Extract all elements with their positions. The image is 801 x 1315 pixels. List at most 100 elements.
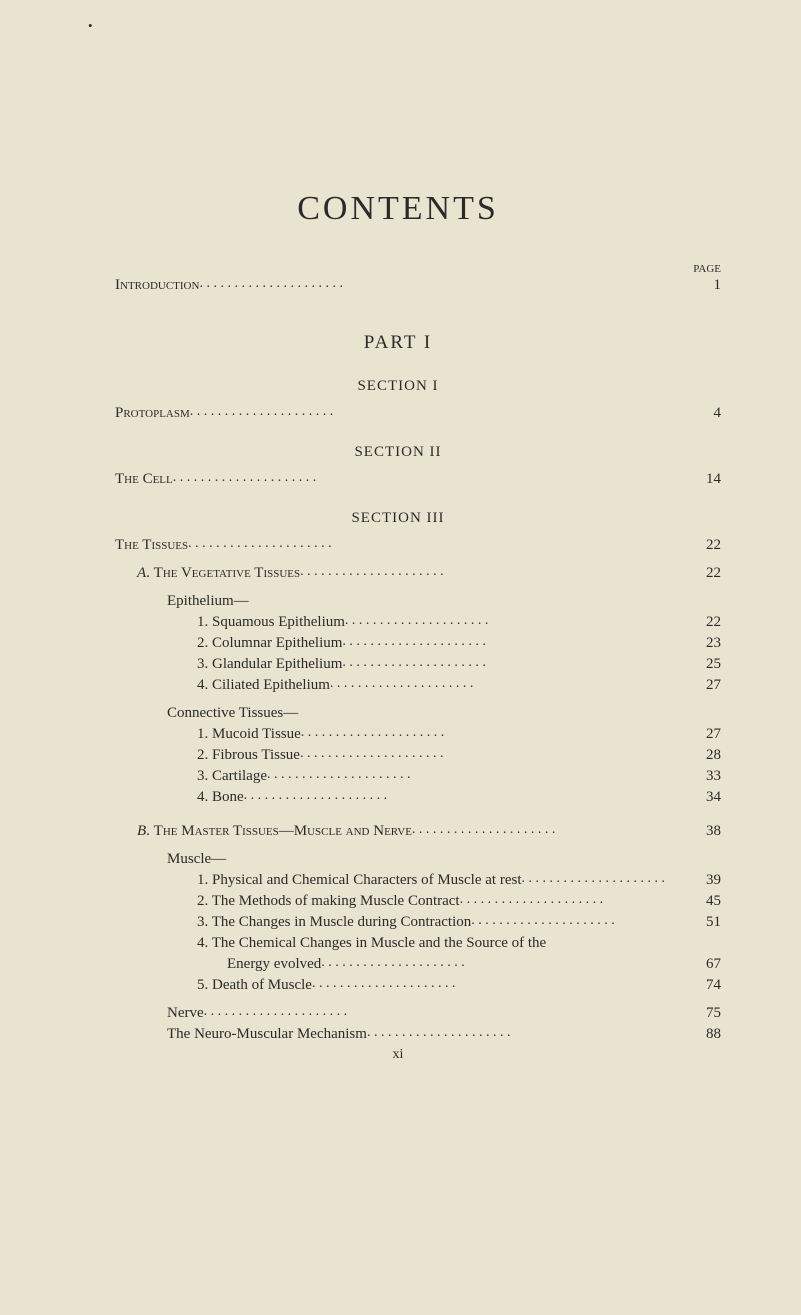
toc-page-death: 74	[679, 977, 721, 994]
toc-page-vegA: 22	[679, 565, 721, 582]
toc-row-muscle: Muscle—	[115, 851, 721, 868]
dots-icon	[301, 728, 679, 743]
part-heading: PART I	[75, 332, 721, 354]
toc-page-neuro: 88	[679, 1026, 721, 1043]
toc-row-cell: The Cell 14	[115, 471, 721, 488]
toc-page-squamous: 22	[679, 614, 721, 631]
toc-row-squamous: 1. Squamous Epithelium 22	[115, 614, 721, 631]
toc-page-nerve: 75	[679, 1005, 721, 1022]
toc-label-cartilage: 3. Cartilage	[197, 768, 267, 785]
toc-page-protoplasm: 4	[679, 405, 721, 422]
toc-label-muscle: Muscle—	[167, 851, 226, 868]
toc-label-glandular: 3. Glandular Epithelium	[197, 656, 342, 673]
dots-icon	[300, 749, 679, 764]
dots-icon	[367, 1028, 679, 1043]
page-label-row: PAGE	[115, 263, 721, 275]
toc-label-columnar: 2. Columnar Epithelium	[197, 635, 342, 652]
dots-icon	[204, 1007, 679, 1022]
dots-icon	[342, 658, 679, 673]
toc-row-columnar: 2. Columnar Epithelium 23	[115, 635, 721, 652]
toc-row-nerve: Nerve 75	[115, 1005, 721, 1022]
toc-row-mucoid: 1. Mucoid Tissue 27	[115, 726, 721, 743]
toc-sublabel-vegA: The Vegetative Tissues	[154, 565, 300, 581]
toc-row-protoplasm: Protoplasm 4	[115, 405, 721, 422]
toc-row-ciliated: 4. Ciliated Epithelium 27	[115, 677, 721, 694]
toc-label-connective: Connective Tissues—	[167, 705, 298, 722]
toc-row-phys: 1. Physical and Chemical Characters of M…	[115, 872, 721, 889]
toc-page-glandular: 25	[679, 656, 721, 673]
toc-page-columnar: 23	[679, 635, 721, 652]
dots-icon	[330, 679, 679, 694]
toc-label-protoplasm: Protoplasm	[115, 405, 190, 422]
toc-page-methods: 45	[679, 893, 721, 910]
page-title: CONTENTS	[75, 190, 721, 228]
toc-page-cartilage: 33	[679, 768, 721, 785]
dots-icon	[342, 637, 679, 652]
dots-icon	[199, 279, 679, 294]
toc-label-methods: 2. The Methods of making Muscle Contract	[197, 893, 460, 910]
toc-row-neuro: The Neuro-Muscular Mechanism 88	[115, 1026, 721, 1043]
dots-icon	[188, 539, 679, 554]
toc-label-changes: 3. The Changes in Muscle during Contract…	[197, 914, 471, 931]
section-1-heading: SECTION I	[75, 378, 721, 395]
dots-icon	[321, 958, 679, 973]
page-column-label: PAGE	[693, 263, 721, 275]
toc-row-intro: Introduction 1	[115, 277, 721, 294]
page-container: CONTENTS PAGE Introduction 1 PART I SECT…	[0, 0, 801, 1103]
toc-label-tissues: The Tissues	[115, 537, 188, 554]
toc-row-connective: Connective Tissues—	[115, 705, 721, 722]
toc-row-changes: 3. The Changes in Muscle during Contract…	[115, 914, 721, 931]
toc-row-methods: 2. The Methods of making Muscle Contract…	[115, 893, 721, 910]
toc-page-tissues: 22	[679, 537, 721, 554]
toc-sublabel-masterB: The Master Tissues—Muscle and Nerve	[154, 823, 412, 839]
toc-label-death: 5. Death of Muscle	[197, 977, 312, 994]
dots-icon	[345, 616, 679, 631]
toc-label-bone: 4. Bone	[197, 789, 244, 806]
dots-icon	[300, 567, 679, 582]
toc-row-fibrous: 2. Fibrous Tissue 28	[115, 747, 721, 764]
top-mark: •	[88, 18, 93, 34]
section-3-heading: SECTION III	[75, 510, 721, 527]
toc-row-epithelium: Epithelium—	[115, 593, 721, 610]
toc-label-squamous: 1. Squamous Epithelium	[197, 614, 345, 631]
toc-label-ciliated: 4. Ciliated Epithelium	[197, 677, 330, 694]
toc-label-nerve: Nerve	[167, 1005, 204, 1022]
toc-label-phys: 1. Physical and Chemical Characters of M…	[197, 872, 522, 889]
toc-label-masterB: B. The Master Tissues—Muscle and Nerve	[137, 823, 412, 840]
toc-row-energy: Energy evolved 67	[115, 956, 721, 973]
toc-page-fibrous: 28	[679, 747, 721, 764]
toc-page-energy: 67	[679, 956, 721, 973]
toc-row-vegA: A. The Vegetative Tissues 22	[115, 565, 721, 582]
toc-row-tissues: The Tissues 22	[115, 537, 721, 554]
dots-icon	[412, 825, 679, 840]
toc-label-mucoid: 1. Mucoid Tissue	[197, 726, 301, 743]
toc-label-energy: Energy evolved	[227, 956, 321, 973]
toc-label-chem4: 4. The Chemical Changes in Muscle and th…	[197, 935, 546, 952]
toc-page-mucoid: 27	[679, 726, 721, 743]
toc-row-cartilage: 3. Cartilage 33	[115, 768, 721, 785]
toc-row-bone: 4. Bone 34	[115, 789, 721, 806]
toc-row-masterB: B. The Master Tissues—Muscle and Nerve 3…	[115, 823, 721, 840]
dots-icon	[190, 407, 679, 422]
section-2-heading: SECTION II	[75, 444, 721, 461]
dots-icon	[267, 770, 679, 785]
toc-label-cell: The Cell	[115, 471, 173, 488]
toc-page-phys: 39	[679, 872, 721, 889]
dots-icon	[312, 979, 679, 994]
toc-label-intro: Introduction	[115, 277, 199, 294]
dots-icon	[244, 791, 679, 806]
toc-row-chem4: 4. The Chemical Changes in Muscle and th…	[115, 935, 721, 952]
dots-icon	[173, 473, 679, 488]
footer-page-number: xi	[75, 1047, 721, 1063]
toc-label-vegA: A. The Vegetative Tissues	[137, 565, 300, 582]
toc-page-intro: 1	[679, 277, 721, 294]
toc-page-bone: 34	[679, 789, 721, 806]
toc-page-changes: 51	[679, 914, 721, 931]
toc-row-glandular: 3. Glandular Epithelium 25	[115, 656, 721, 673]
toc-page-ciliated: 27	[679, 677, 721, 694]
toc-page-masterB: 38	[679, 823, 721, 840]
toc-label-epithelium: Epithelium—	[167, 593, 249, 610]
toc-label-fibrous: 2. Fibrous Tissue	[197, 747, 300, 764]
toc-row-death: 5. Death of Muscle 74	[115, 977, 721, 994]
dots-icon	[460, 895, 679, 910]
